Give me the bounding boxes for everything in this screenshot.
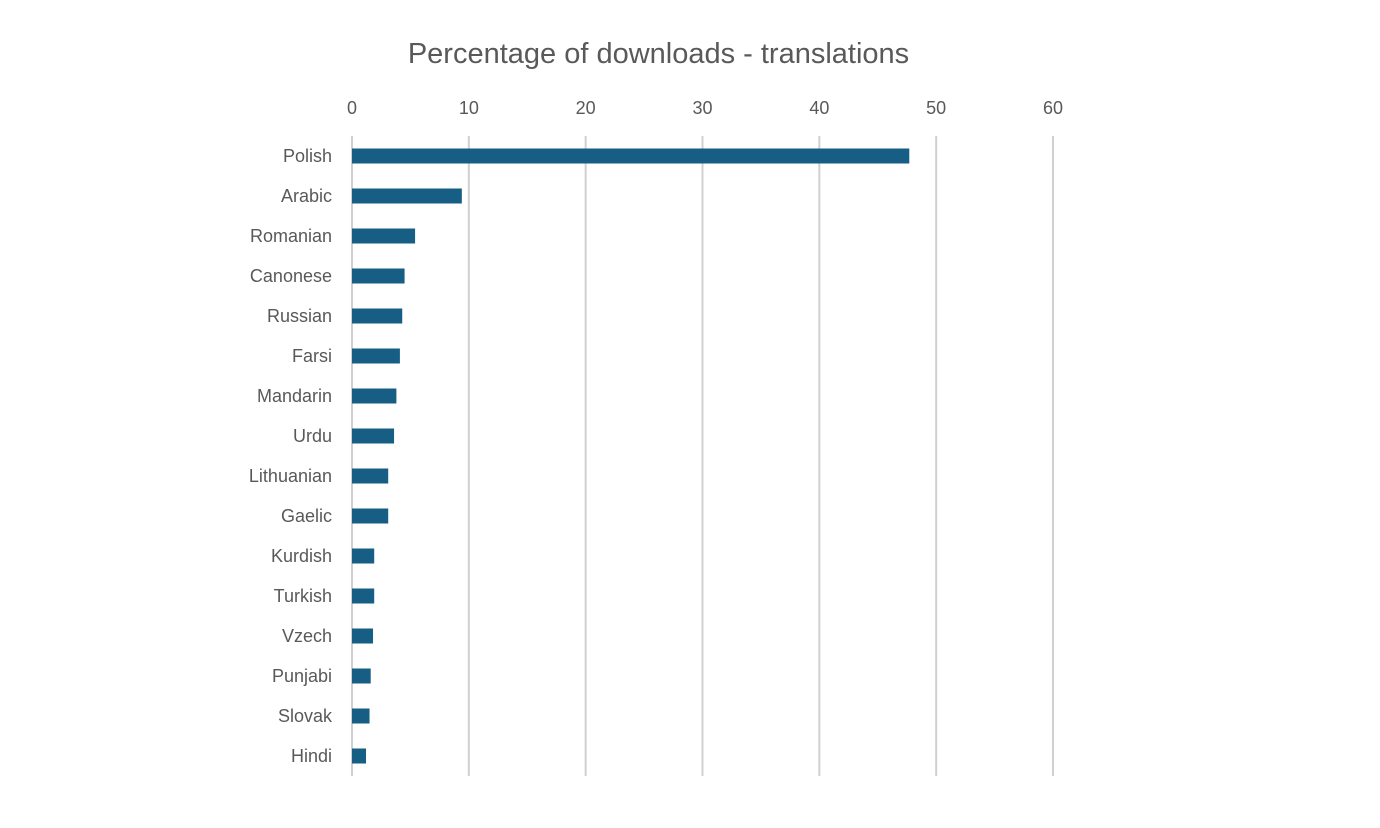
bar-vzech (352, 628, 374, 644)
x-tick-label: 60 (1043, 98, 1063, 118)
x-tick-label: 50 (926, 98, 946, 118)
gridlines (351, 136, 1054, 776)
category-label: Romanian (250, 226, 332, 246)
bar-canonese (352, 268, 405, 284)
bar-mandarin (352, 388, 397, 404)
bars (352, 148, 910, 764)
bar-urdu (352, 428, 395, 444)
bar-hindi (352, 748, 367, 764)
bar-russian (352, 308, 403, 324)
bar-turkish (352, 588, 375, 604)
category-labels: Polish Arabic Romanian Canonese Russian Farsi… (249, 146, 333, 766)
bar-gaelic (352, 508, 389, 524)
category-label: Lithuanian (249, 466, 332, 486)
x-tick-label: 30 (692, 98, 712, 118)
category-label: Vzech (282, 626, 332, 646)
category-label: Canonese (250, 266, 332, 286)
x-tick-label: 20 (576, 98, 596, 118)
chart-title: Percentage of downloads - translations (407, 38, 910, 70)
category-label: Urdu (293, 426, 332, 446)
category-label: Arabic (281, 186, 332, 206)
category-label: Polish (283, 146, 332, 166)
x-axis-ticks: 0 10 20 30 40 50 60 (347, 98, 1063, 118)
bar-romanian (352, 228, 416, 244)
category-label: Farsi (292, 346, 332, 366)
category-label: Punjabi (272, 666, 332, 686)
bar-lithuanian (352, 468, 389, 484)
x-tick-label: 0 (347, 98, 357, 118)
category-label: Slovak (278, 706, 333, 726)
bar-punjabi (352, 668, 371, 684)
bar-farsi (352, 348, 400, 364)
category-label: Turkish (274, 586, 332, 606)
category-label: Gaelic (281, 506, 332, 526)
bar-polish (352, 148, 910, 164)
x-tick-label: 40 (809, 98, 829, 118)
category-label: Russian (267, 306, 332, 326)
category-label: Mandarin (257, 386, 332, 406)
bar-kurdish (352, 548, 375, 564)
bar-slovak (352, 708, 370, 724)
category-label: Kurdish (271, 546, 332, 566)
bar-arabic (352, 188, 462, 204)
x-tick-label: 10 (459, 98, 479, 118)
category-label: Hindi (291, 746, 332, 766)
